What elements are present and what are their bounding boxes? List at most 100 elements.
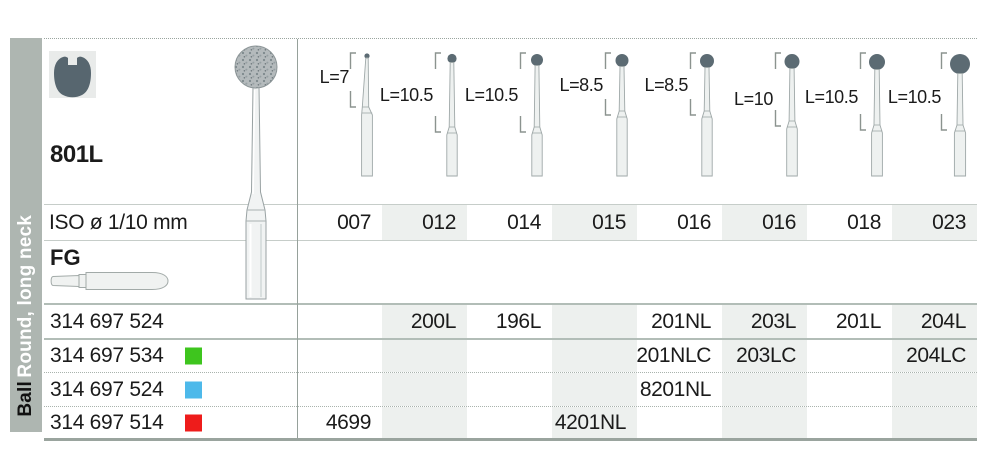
product-table: 801L L=7 L=10.5	[44, 38, 977, 441]
order-code-cell: 196L	[495, 309, 542, 333]
iso-value-cell: 023	[892, 205, 977, 240]
product-photo-bur	[234, 45, 278, 300]
order-code-cell	[722, 407, 807, 438]
length-label: L=10.5	[887, 87, 942, 107]
iso-row-label: ISO ø 1/10 mm	[49, 210, 188, 234]
iso-value-cell: 016	[722, 205, 807, 240]
shank-type-label: FG	[50, 245, 81, 270]
shank-type-row: FG	[44, 241, 977, 303]
grit-color-swatch-blue	[185, 381, 202, 398]
order-code-cell: 204LC	[892, 340, 977, 372]
bur-figure-8: L=10.5	[888, 39, 977, 204]
article-cell: 314 697 524	[44, 305, 297, 338]
category-title: Ball	[15, 381, 36, 417]
empty-cell	[807, 241, 892, 303]
fg-shank-icon	[50, 272, 169, 290]
order-code-cell: 4699	[325, 410, 372, 434]
order-code-cell: 203LC	[722, 340, 807, 372]
order-code-cell	[637, 407, 722, 438]
length-label: L=10.5	[379, 85, 434, 105]
order-code-cell	[382, 373, 467, 406]
bur-drawing-icon	[859, 52, 885, 177]
order-code-cell: 201NLC	[636, 344, 711, 367]
order-code-cell	[552, 373, 637, 406]
order-code-cell: 203L	[722, 305, 807, 338]
empty-cell	[637, 241, 722, 303]
order-code-cell	[807, 407, 892, 438]
bur-figure-2: L=10.5	[379, 39, 467, 204]
article-number: 314 697 524	[50, 377, 164, 401]
article-cell: 314 697 524	[44, 373, 297, 406]
length-label: L=10	[734, 89, 773, 109]
empty-cell	[892, 241, 977, 303]
order-code-cell	[297, 373, 382, 406]
order-code-cell	[467, 340, 552, 372]
order-row: 314 697 524 8201NL	[44, 372, 977, 406]
empty-cell	[552, 241, 637, 303]
empty-cell	[382, 241, 467, 303]
order-code-cell	[722, 373, 807, 406]
iso-value-cell: 018	[847, 210, 881, 234]
bur-figure-3: L=10.5	[464, 39, 552, 204]
empty-cell	[722, 241, 807, 303]
order-code-cell	[467, 373, 552, 406]
length-label: L=7	[319, 67, 350, 87]
order-code-cell	[382, 340, 467, 372]
order-code-cell: 201NL	[651, 309, 711, 333]
order-row: 314 697 534 201NLC 203LC 204LC	[44, 340, 977, 372]
table-vertical-divider	[297, 39, 298, 438]
order-code-cell	[552, 305, 637, 338]
bur-drawing-icon	[940, 52, 970, 177]
grit-color-swatch-green	[185, 347, 202, 365]
order-code-cell	[297, 305, 382, 338]
article-cell: 314 697 514	[44, 407, 297, 438]
order-code-cell	[807, 340, 892, 372]
order-code-cell	[297, 340, 382, 372]
empty-cell	[297, 241, 382, 303]
iso-value-cell: 014	[507, 210, 541, 234]
order-code-cell	[467, 407, 552, 438]
bur-drawing-icon	[519, 52, 543, 177]
product-header-cell: 801L	[44, 39, 297, 204]
iso-value-cell: 015	[552, 205, 637, 240]
grit-color-swatch-red	[185, 414, 202, 431]
iso-diameter-row: ISO ø 1/10 mm 007 012 014 015 016 016 01…	[44, 204, 977, 241]
bur-drawing-icon	[774, 52, 800, 177]
article-number: 314 697 514	[50, 410, 164, 434]
article-cell: 314 697 534	[44, 340, 297, 372]
shank-label-cell: FG	[44, 241, 297, 303]
iso-value-cell: 007	[337, 210, 371, 234]
order-code-cell	[552, 340, 637, 372]
bur-figure-5: L=8.5	[637, 39, 722, 204]
bur-drawing-icon	[349, 52, 373, 177]
order-code-cell: 200L	[382, 305, 467, 338]
bur-figure-6: L=10	[722, 39, 807, 204]
order-code-cell: 201L	[835, 309, 882, 333]
bur-figure-4: L=8.5	[552, 39, 637, 204]
article-number: 314 697 524	[50, 309, 164, 333]
length-label: L=10.5	[464, 85, 519, 105]
length-label: L=10.5	[804, 87, 859, 107]
iso-value-cell: 012	[382, 205, 467, 240]
order-code-cell: 204L	[892, 305, 977, 338]
article-number: 314 697 534	[50, 344, 164, 367]
iso-label-cell: ISO ø 1/10 mm	[44, 205, 297, 240]
category-name: Round, long neck	[15, 214, 36, 378]
order-row: 314 697 514 4699 4201NL	[44, 406, 977, 438]
bur-drawing-icon	[434, 52, 458, 177]
bur-figure-7: L=10.5	[804, 39, 892, 204]
empty-cell	[467, 241, 552, 303]
order-code-cell	[382, 407, 467, 438]
bur-drawing-icon	[689, 52, 714, 177]
bur-drawing-icon	[604, 52, 629, 177]
order-code-cell	[807, 373, 892, 406]
figure-row: 801L L=7 L=10.5	[44, 39, 977, 204]
category-sidebar: Round, long neck Ball	[10, 38, 42, 432]
order-code-cell: 4201NL	[552, 407, 637, 438]
order-row: 314 697 524 200L 196L 201NL 203L 201L 20…	[44, 303, 977, 340]
molar-tooth-icon	[49, 51, 96, 98]
order-code-cell	[892, 407, 977, 438]
order-code-cell: 8201NL	[639, 377, 712, 401]
iso-value-cell: 016	[677, 210, 711, 234]
